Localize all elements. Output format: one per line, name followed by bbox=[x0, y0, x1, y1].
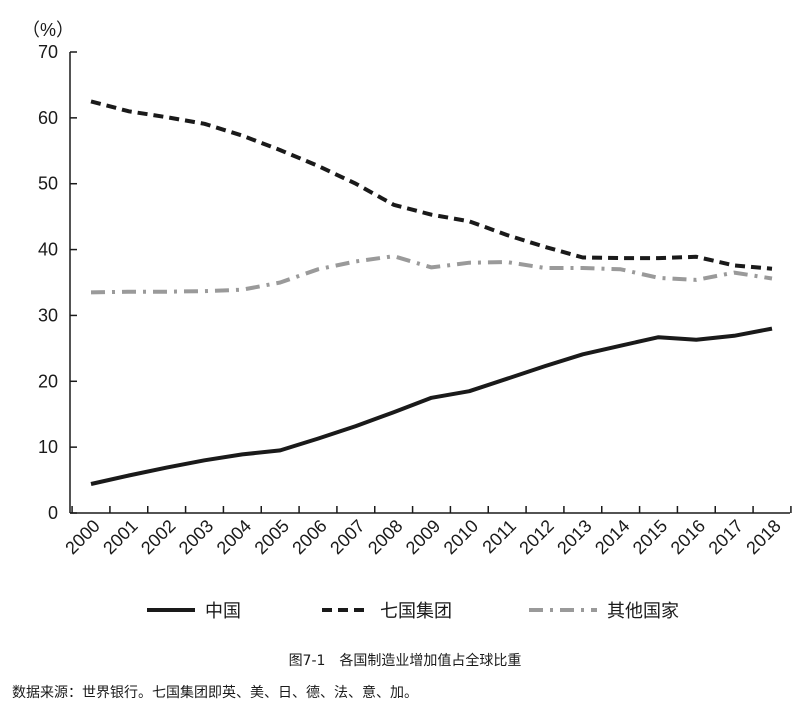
x-tick-label: 2015 bbox=[629, 516, 671, 558]
legend: 中国 七国集团 其他国家 bbox=[147, 601, 679, 622]
x-tick-label: 2016 bbox=[667, 516, 709, 558]
x-tick-label: 2006 bbox=[288, 516, 330, 558]
y-axis-unit-label: （%） bbox=[22, 20, 74, 40]
x-tick-label: 2017 bbox=[705, 516, 747, 558]
legend-label: 中国 bbox=[205, 601, 241, 622]
x-tick-label: 2018 bbox=[742, 516, 784, 558]
y-tick-label: 30 bbox=[38, 305, 58, 325]
y-tick-label: 20 bbox=[38, 371, 58, 391]
x-tick-label: 2005 bbox=[251, 516, 293, 558]
y-tick-label: 40 bbox=[38, 240, 58, 260]
x-tick-label: 2011 bbox=[478, 516, 520, 558]
x-tick-label: 2002 bbox=[137, 516, 179, 558]
x-tick-label: 2001 bbox=[99, 516, 141, 558]
legend-label: 七国集团 bbox=[380, 601, 452, 622]
y-tick-label: 50 bbox=[38, 174, 58, 194]
legend-item-g7: 七国集团 bbox=[322, 601, 452, 622]
x-tick-label: 2012 bbox=[515, 516, 557, 558]
x-tick-label: 2000 bbox=[61, 516, 103, 558]
legend-item-china: 中国 bbox=[147, 601, 241, 622]
y-tick-label: 70 bbox=[38, 42, 58, 62]
y-tick-label: 0 bbox=[48, 503, 58, 523]
figure-caption: 图7-1 各国制造业增加值占全球比重 bbox=[289, 652, 522, 669]
x-tick-label: 2014 bbox=[591, 516, 633, 558]
x-tick-label: 2008 bbox=[364, 516, 406, 558]
x-tick-label: 2004 bbox=[213, 516, 255, 558]
y-tick-label: 60 bbox=[38, 108, 58, 128]
x-axis: 2000200120022003200420052006200720082009… bbox=[61, 506, 792, 558]
series-g7-line bbox=[90, 99, 773, 271]
x-tick-label: 2009 bbox=[402, 516, 444, 558]
series-layer bbox=[90, 99, 773, 486]
series-other-line bbox=[90, 254, 773, 295]
y-axis: 0 10 20 30 40 50 60 70 bbox=[38, 42, 77, 523]
legend-item-other: 其他国家 bbox=[529, 601, 679, 622]
series-china-line bbox=[90, 326, 773, 486]
x-tick-label: 2007 bbox=[326, 516, 368, 558]
data-source-note: 数据来源：世界银行。七国集团即英、美、日、德、法、意、加。 bbox=[12, 684, 418, 701]
legend-label: 其他国家 bbox=[607, 601, 679, 622]
x-tick-label: 2013 bbox=[553, 516, 595, 558]
x-tick-label: 2010 bbox=[440, 516, 482, 558]
y-tick-label: 10 bbox=[38, 437, 58, 457]
x-tick-label: 2003 bbox=[175, 516, 217, 558]
